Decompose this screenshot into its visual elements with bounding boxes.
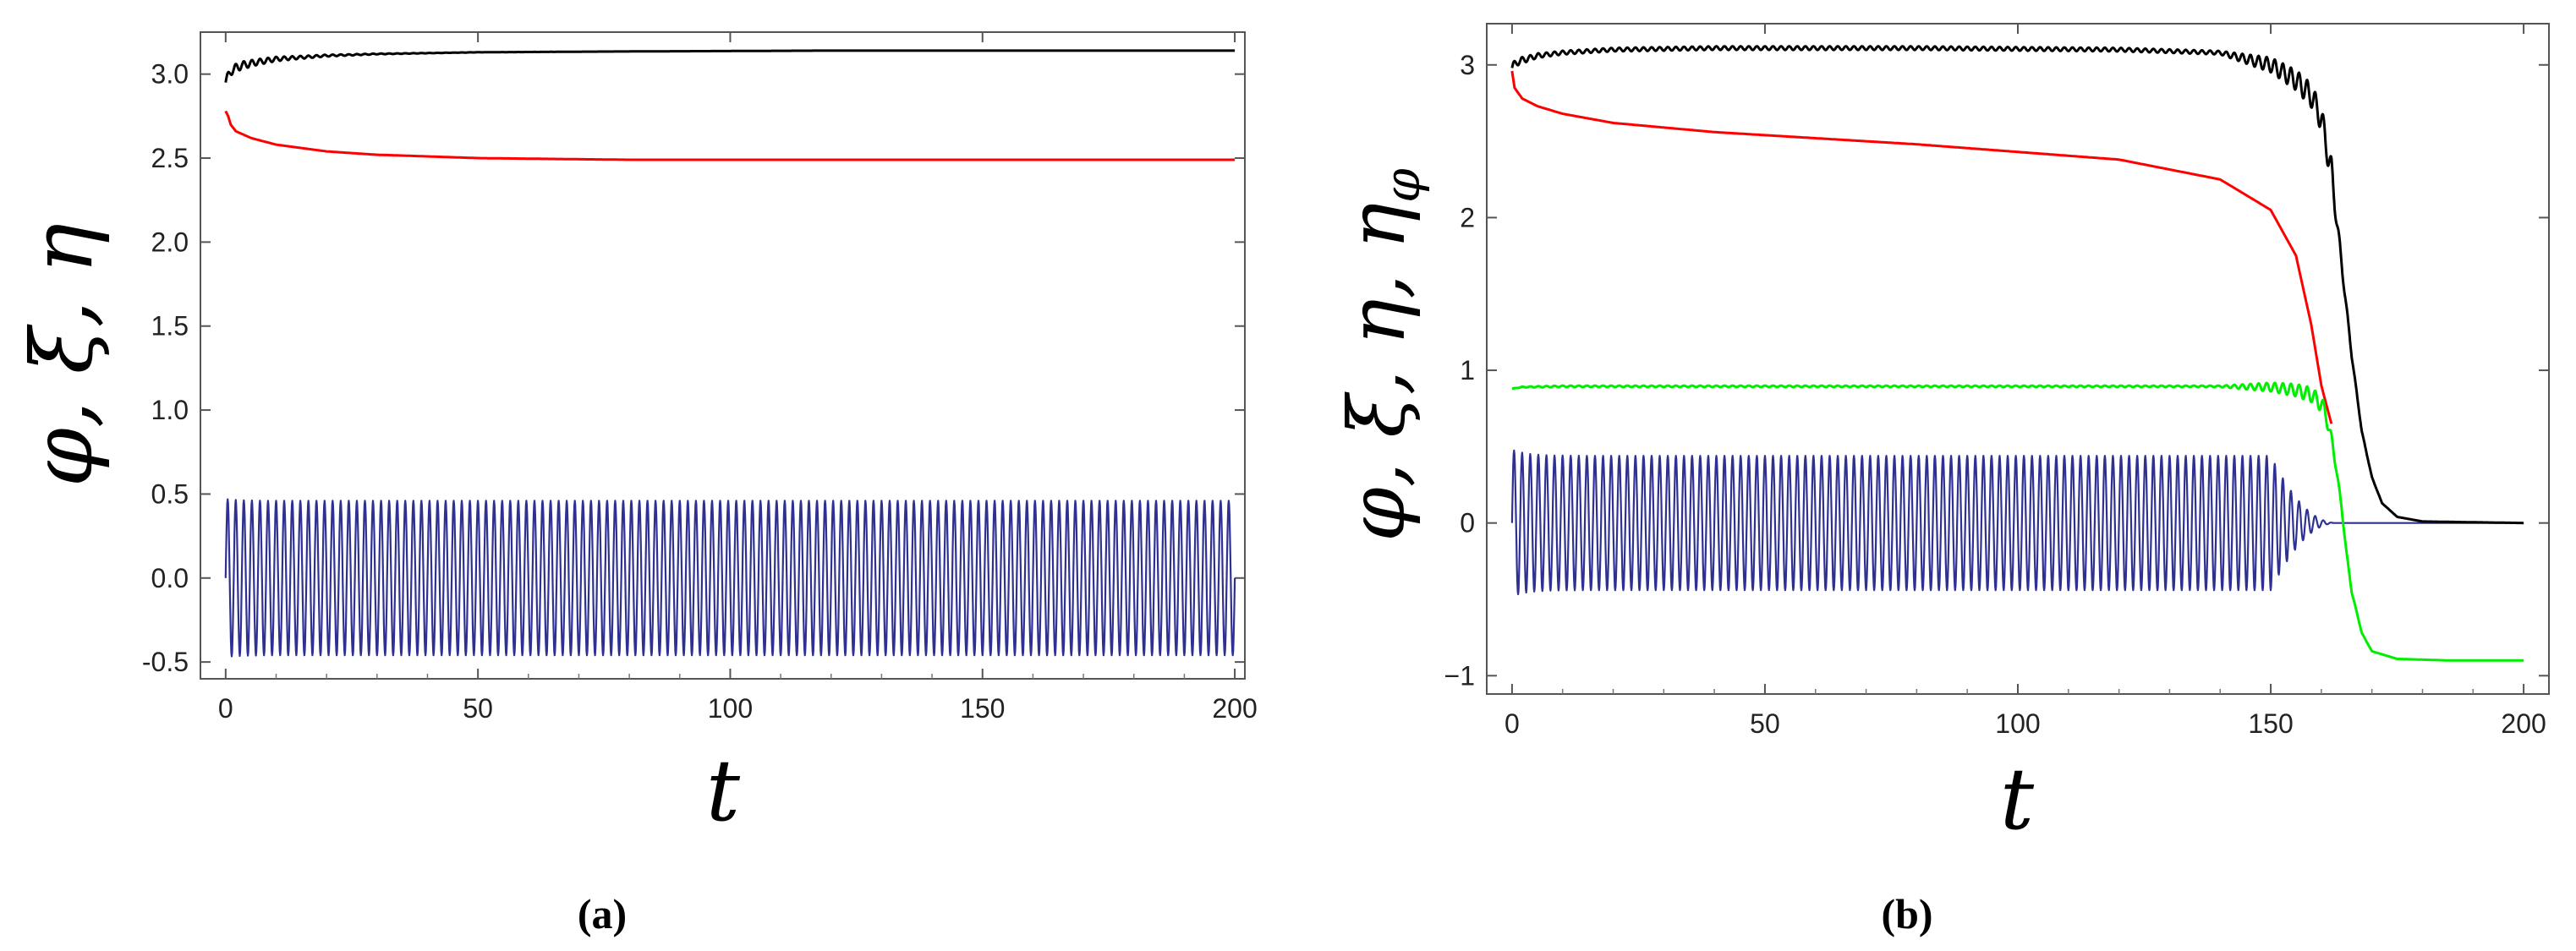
x-tick-label: 0 xyxy=(218,693,233,724)
series-lines-b xyxy=(1510,45,2525,662)
caption-b: (b) xyxy=(1881,890,1932,937)
y-tick-label: 2 xyxy=(1460,202,1475,232)
y-tick-label: 0.0 xyxy=(151,563,189,593)
y-tick-labels-a: -0.5 0.0 0.5 1.0 1.5 2.0 2.5 3.0 xyxy=(142,59,189,677)
x-tick-label: 50 xyxy=(463,693,493,724)
tick-marks-b xyxy=(1487,24,2549,694)
y-tick-label: −1 xyxy=(1444,660,1475,691)
x-tick-label: 200 xyxy=(1212,693,1257,724)
series-line-xi xyxy=(1510,70,2333,424)
y-tick-label: 0 xyxy=(1460,508,1475,538)
series-line-eta xyxy=(224,498,1236,658)
x-tick-labels-a: 0 50 100 150 200 xyxy=(218,693,1258,724)
x-axis-label-b: t xyxy=(2000,750,2035,849)
y-tick-label: 2.0 xyxy=(151,227,189,257)
y-tick-label: 1 xyxy=(1460,355,1475,385)
y-tick-label: 2.5 xyxy=(151,143,189,173)
x-tick-label: 50 xyxy=(1750,708,1780,739)
caption-a: (a) xyxy=(578,890,627,937)
x-tick-label: 150 xyxy=(2248,708,2293,739)
series-lines-a xyxy=(224,49,1236,658)
y-tick-label: 1.0 xyxy=(151,395,189,425)
series-line-phi xyxy=(224,49,1236,83)
series-line-eta-phi xyxy=(1510,381,2525,662)
series-line-eta xyxy=(1510,449,2524,596)
plot-frame-b xyxy=(1486,23,2550,695)
y-tick-label: 3.0 xyxy=(151,59,189,90)
y-axis-label-b: φ, ξ, η, ηφ xyxy=(1332,168,1431,542)
x-tick-labels-b: 0 50 100 150 200 xyxy=(1504,708,2546,739)
series-line-xi xyxy=(224,110,1236,161)
tick-marks-a xyxy=(200,32,1245,679)
plot-frame-a xyxy=(200,31,1246,680)
series-line-phi xyxy=(1510,45,2525,525)
y-axis-label-a: φ, ξ, η xyxy=(13,223,112,487)
y-tick-label: -0.5 xyxy=(142,647,189,677)
y-tick-label: 0.5 xyxy=(151,478,189,509)
panel-b: −1 0 1 2 3 0 50 100 150 200 φ, ξ, η, ηφ t (b) xyxy=(1332,23,2550,937)
x-tick-label: 0 xyxy=(1504,708,1520,739)
x-axis-label-a: t xyxy=(706,741,741,840)
x-tick-label: 100 xyxy=(1995,708,2040,739)
y-axis-label-b-sub: φ xyxy=(1373,168,1431,203)
y-axis-label-b-main: φ, ξ, η, η xyxy=(1332,203,1422,542)
y-tick-labels-b: −1 0 1 2 3 xyxy=(1444,50,1475,691)
x-tick-label: 200 xyxy=(2501,708,2546,739)
y-tick-label: 1.5 xyxy=(151,311,189,342)
panel-a: -0.5 0.0 0.5 1.0 1.5 2.0 2.5 3.0 0 50 100 150 200 φ… xyxy=(13,31,1258,937)
x-tick-label: 150 xyxy=(960,693,1005,724)
x-tick-label: 100 xyxy=(708,693,753,724)
y-tick-label: 3 xyxy=(1460,50,1475,80)
